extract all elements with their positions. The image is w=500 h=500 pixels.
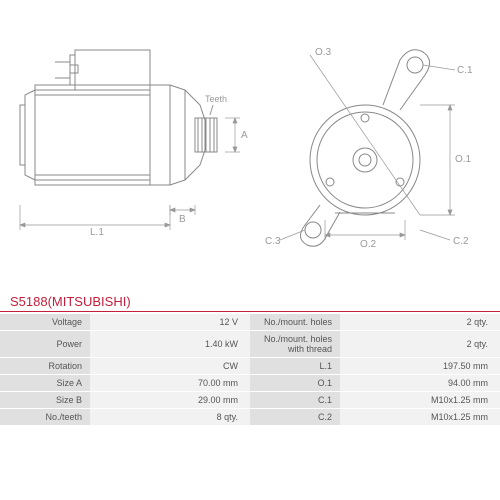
b-label: B	[179, 214, 186, 225]
spec-value: 12 V	[90, 314, 250, 331]
spec-label: No./mount. holes with thread	[250, 331, 340, 358]
spec-value: 197.50 mm	[340, 358, 500, 375]
table-row: Power1.40 kWNo./mount. holes with thread…	[0, 331, 500, 358]
spec-value: 8 qty.	[90, 409, 250, 426]
spec-value: M10x1.25 mm	[340, 409, 500, 426]
spec-value: CW	[90, 358, 250, 375]
side-view-diagram: Teeth L.1 B A	[5, 10, 255, 280]
spec-label: No./teeth	[0, 409, 90, 426]
front-view-diagram: O.3 O.1 O.2 C.1 C.2 C.3	[255, 10, 495, 280]
diagram-area: Teeth L.1 B A	[0, 0, 500, 290]
spec-value: 70.00 mm	[90, 375, 250, 392]
table-row: Size B29.00 mmC.1M10x1.25 mm	[0, 392, 500, 409]
spec-value: 94.00 mm	[340, 375, 500, 392]
spec-value: 29.00 mm	[90, 392, 250, 409]
l1-label: L.1	[90, 227, 104, 238]
spec-label: C.1	[250, 392, 340, 409]
table-row: Size A70.00 mmO.194.00 mm	[0, 375, 500, 392]
a-label: A	[241, 130, 248, 141]
spec-label: L.1	[250, 358, 340, 375]
spec-label: No./mount. holes	[250, 314, 340, 331]
spec-label: Power	[0, 331, 90, 358]
o3-label: O.3	[315, 47, 332, 58]
c3-label: C.3	[265, 236, 281, 247]
part-title: S5188(MITSUBISHI)	[0, 290, 500, 312]
spec-value: 2 qty.	[340, 314, 500, 331]
spec-label: Size A	[0, 375, 90, 392]
table-row: RotationCWL.1197.50 mm	[0, 358, 500, 375]
table-row: Voltage12 VNo./mount. holes2 qty.	[0, 314, 500, 331]
c2-label: C.2	[453, 236, 469, 247]
spec-table: Voltage12 VNo./mount. holes2 qty.Power1.…	[0, 314, 500, 426]
spec-label: Size B	[0, 392, 90, 409]
spec-value: 2 qty.	[340, 331, 500, 358]
c1-label: C.1	[457, 65, 473, 76]
spec-value: 1.40 kW	[90, 331, 250, 358]
o1-label: O.1	[455, 154, 472, 165]
spec-label: Voltage	[0, 314, 90, 331]
spec-label: O.1	[250, 375, 340, 392]
spec-value: M10x1.25 mm	[340, 392, 500, 409]
teeth-label: Teeth	[205, 94, 227, 104]
o2-label: O.2	[360, 239, 377, 250]
spec-label: C.2	[250, 409, 340, 426]
spec-label: Rotation	[0, 358, 90, 375]
table-row: No./teeth8 qty.C.2M10x1.25 mm	[0, 409, 500, 426]
